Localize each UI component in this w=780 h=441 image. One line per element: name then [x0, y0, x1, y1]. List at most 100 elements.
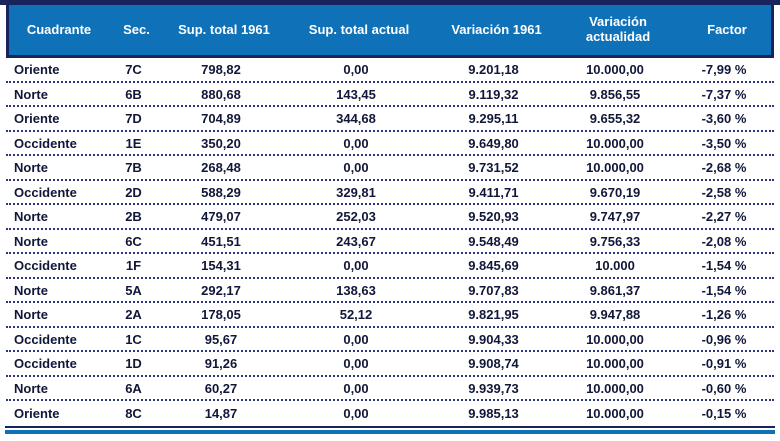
table-cell-variacion-actualidad: 9.756,33 — [589, 233, 641, 249]
table-cell-sup-total-actual: 0,00 — [343, 62, 369, 78]
table-cell-factor: -0,15 % — [701, 406, 747, 422]
table-cell-cuadrante: Occidente — [14, 184, 77, 200]
table-cell-variacion-actualidad: 9.747,97 — [589, 209, 641, 225]
table-cell-sup-total-actual: 329,81 — [336, 184, 376, 200]
table-bottom-border-navy — [5, 425, 775, 428]
table-cell-variacion-1961: 9.411,71 — [468, 184, 519, 200]
table-header-row: Cuadrante Sec. Sup. total 1961 Sup. total a… — [6, 5, 774, 58]
table-row: Norte 2A 178,05 52,12 9.821,95 9.947,88 -1,26 … — [6, 303, 774, 328]
table-cell-sup-total-actual: 0,00 — [343, 160, 369, 176]
table-cell-variacion-1961: 9.520,93 — [468, 209, 519, 225]
table-cell-variacion-1961: 9.904,33 — [468, 331, 519, 347]
column-header-variacion-1961: Variación 1961 — [451, 21, 542, 37]
table-cell-sec: 2A — [125, 307, 142, 323]
column-header-sec: Sec. — [123, 21, 150, 37]
table-cell-variacion-1961: 9.707,83 — [468, 282, 519, 298]
table-cell-sup-total-1961: 154,31 — [201, 258, 241, 274]
table-cell-sec: 1F — [125, 258, 142, 274]
column-header-cuadrante: Cuadrante — [26, 21, 92, 37]
table-cell-factor: -3,50 % — [701, 135, 747, 151]
table-cell-variacion-1961: 9.985,13 — [468, 406, 519, 422]
table-row: Oriente 8C 14,87 0,00 9.985,13 10.000,00 -0,15… — [6, 401, 774, 426]
table-cell-sup-total-1961: 880,68 — [201, 86, 241, 102]
table-cell-variacion-actualidad: 9.670,19 — [589, 184, 641, 200]
table-cell-variacion-actualidad: 9.947,88 — [589, 307, 641, 323]
table-cell-variacion-actualidad: 10.000 — [595, 258, 635, 274]
table-cell-cuadrante: Norte — [14, 282, 48, 298]
table-row: Norte 7B 268,48 0,00 9.731,52 10.000,00 -2,68 … — [6, 156, 774, 181]
table-cell-variacion-1961: 9.731,52 — [468, 160, 519, 176]
table-cell-factor: -2,27 % — [701, 209, 747, 225]
table-cell-sup-total-1961: 350,20 — [201, 135, 241, 151]
table-row: Oriente 7C 798,82 0,00 9.201,18 10.000,00 -7,9… — [6, 58, 774, 83]
table-cell-sup-total-actual: 0,00 — [343, 380, 369, 396]
table-cell-factor: -2,58 % — [701, 184, 747, 200]
table-cell-variacion-1961: 9.821,95 — [468, 307, 519, 323]
table-cell-variacion-actualidad: 10.000,00 — [586, 406, 644, 422]
table-cell-cuadrante: Oriente — [14, 111, 60, 127]
table-cell-factor: -1,54 % — [701, 258, 747, 274]
table-cell-factor: -2,08 % — [701, 233, 747, 249]
table-cell-variacion-1961: 9.845,69 — [468, 258, 519, 274]
table-cell-sec: 1D — [125, 356, 142, 372]
table-cell-cuadrante: Occidente — [14, 331, 77, 347]
table-cell-factor: -0,60 % — [701, 380, 747, 396]
table-cell-sup-total-actual: 0,00 — [343, 135, 369, 151]
table-cell-variacion-1961: 9.649,80 — [468, 135, 519, 151]
table-cell-cuadrante: Occidente — [14, 356, 77, 372]
table-row: Norte 6C 451,51 243,67 9.548,49 9.756,33 -2,08… — [6, 230, 774, 254]
table-row: Norte 6B 880,68 143,45 9.119,32 9.856,55 -7,37… — [6, 83, 774, 107]
table-cell-cuadrante: Oriente — [14, 406, 60, 422]
table-cell-factor: -0,91 % — [701, 356, 747, 372]
table-cell-variacion-actualidad: 10.000,00 — [586, 62, 644, 78]
table-cell-sec: 7D — [125, 111, 142, 127]
table-cell-cuadrante: Norte — [14, 307, 48, 323]
table-cell-cuadrante: Occidente — [14, 135, 77, 151]
table-cell-factor: -2,68 % — [701, 160, 747, 176]
table-row: Occidente 1D 91,26 0,00 9.908,74 10.000,00 -0,… — [6, 352, 774, 377]
table-cell-sec: 7B — [125, 160, 142, 176]
table-cell-sup-total-actual: 0,00 — [343, 331, 369, 347]
table-cell-sec: 5A — [125, 282, 142, 298]
table-cell-variacion-actualidad: 10.000,00 — [586, 135, 644, 151]
table-cell-factor: -0,96 % — [701, 331, 747, 347]
table-cell-sec: 2B — [125, 209, 142, 225]
table-cell-sec: 6C — [125, 233, 142, 249]
table-cell-sup-total-1961: 60,27 — [204, 380, 238, 396]
table-cell-variacion-1961: 9.201,18 — [468, 62, 519, 78]
table-cell-sup-total-1961: 451,51 — [201, 233, 241, 249]
table-cell-sup-total-actual: 252,03 — [336, 209, 376, 225]
table-top-border — [0, 0, 780, 5]
table-cell-sup-total-actual: 52,12 — [339, 307, 373, 323]
table-cell-sec: 6B — [125, 86, 142, 102]
table-cell-sup-total-1961: 479,07 — [201, 209, 241, 225]
table-cell-sup-total-1961: 268,48 — [201, 160, 241, 176]
table-cell-sup-total-1961: 292,17 — [201, 282, 241, 298]
table-cell-cuadrante: Norte — [14, 160, 48, 176]
table-cell-variacion-1961: 9.548,49 — [468, 233, 519, 249]
table-cell-sec: 6A — [125, 380, 142, 396]
table-body: Oriente 7C 798,82 0,00 9.201,18 10.000,00 -7,9… — [6, 58, 774, 426]
table-row: Occidente 1C 95,67 0,00 9.904,33 10.000,00 -0,… — [6, 328, 774, 352]
table-cell-cuadrante: Norte — [14, 233, 48, 249]
table-cell-variacion-1961: 9.295,11 — [468, 111, 519, 127]
table-row: Occidente 1F 154,31 0,00 9.845,69 10.000 -1,54… — [6, 254, 774, 279]
table-cell-variacion-actualidad: 9.861,37 — [589, 282, 641, 298]
table-cell-sec: 7C — [125, 62, 142, 78]
table-cell-sup-total-actual: 138,63 — [336, 282, 376, 298]
column-header-variacion-actualidad: Variación actualidad — [585, 14, 651, 44]
column-header-factor: Factor — [707, 21, 747, 37]
table-cell-sup-total-1961: 178,05 — [201, 307, 241, 323]
table-cell-variacion-1961: 9.939,73 — [468, 380, 519, 396]
table-cell-factor: -1,54 % — [701, 282, 747, 298]
table-cell-variacion-actualidad: 10.000,00 — [586, 356, 644, 372]
table-cell-sup-total-1961: 91,26 — [204, 356, 238, 372]
table-cell-sup-total-1961: 588,29 — [201, 184, 241, 200]
table-cell-sup-total-1961: 14,87 — [204, 406, 238, 422]
table-cell-factor: -7,37 % — [701, 86, 747, 102]
table-cell-variacion-actualidad: 10.000,00 — [586, 160, 644, 176]
table-row: Norte 2B 479,07 252,03 9.520,93 9.747,97 -2,27… — [6, 205, 774, 230]
table-cell-sec: 2D — [125, 184, 142, 200]
table-cell-factor: -7,99 % — [701, 62, 747, 78]
